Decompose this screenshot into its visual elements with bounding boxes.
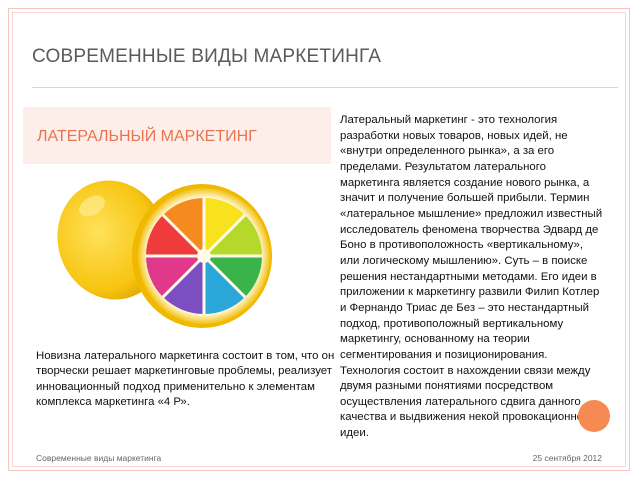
slide-subtitle: ЛАТЕРАЛЬНЫЙ МАРКЕТИНГ — [37, 128, 257, 145]
definition-paragraph: Латеральный маркетинг - это технология р… — [340, 114, 603, 440]
slide-title: СОВРЕМЕННЫЕ ВИДЫ МАРКЕТИНГА — [32, 46, 382, 67]
subtitle-band — [23, 107, 331, 164]
title-underline — [32, 87, 618, 88]
decorative-dot — [578, 400, 610, 432]
intro-paragraph: Новизна латерального маркетинга состоит … — [36, 350, 335, 409]
footer-date: 25 сентября 2012 — [532, 453, 602, 463]
footer-title: Современные виды маркетинга — [36, 453, 162, 463]
rainbow-lemon-icon — [52, 168, 282, 338]
